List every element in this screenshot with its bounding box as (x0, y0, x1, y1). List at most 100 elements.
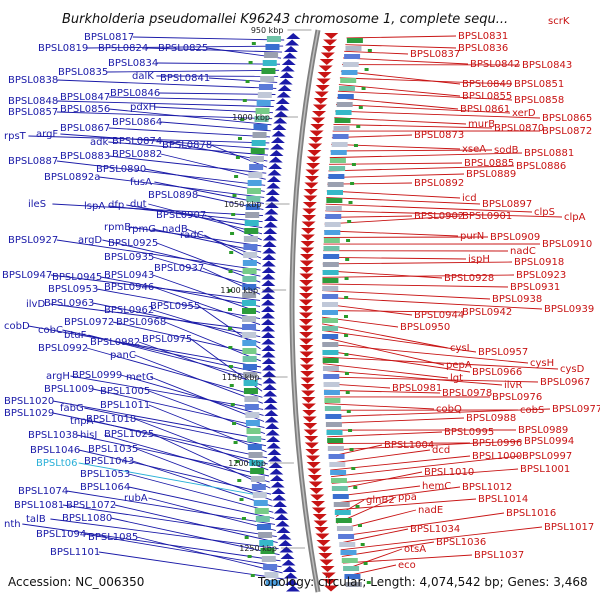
forward-gene-label: BPSL0947 (2, 270, 52, 281)
reverse-arrow (314, 527, 329, 533)
marker-left (234, 175, 239, 178)
reverse-gene-label: BPSL0944 (414, 310, 464, 321)
reverse-gene-label: icd (462, 193, 477, 204)
marker-left (242, 99, 247, 102)
reverse-gene-label: BPSL1010 (424, 467, 474, 478)
forward-leader-line (164, 321, 261, 362)
forward-arrow (261, 332, 276, 338)
feature-block-right (328, 454, 345, 459)
forward-gene-label: BPSL0841 (160, 73, 210, 84)
forward-leader-line (112, 321, 261, 356)
forward-gene-label: BPSL0972 (64, 317, 114, 328)
reverse-arrow (316, 78, 331, 85)
reverse-gene-label: BPSL0873 (414, 130, 464, 141)
reverse-arrow (312, 104, 327, 111)
reverse-gene-label: BPSL0967 (540, 377, 590, 388)
forward-arrow (261, 338, 276, 345)
feature-block-right (331, 142, 348, 147)
reverse-leader-line (328, 440, 523, 451)
reverse-arrow (321, 46, 336, 52)
reverse-gene-label: BPSL1034 (410, 524, 460, 535)
forward-leader-line (152, 274, 261, 313)
feature-block-left (245, 204, 260, 210)
forward-gene-label: BPSL0892a (44, 172, 100, 183)
forward-gene-label: BPSL1080 (62, 513, 112, 524)
reverse-gene-label: clpS (534, 207, 555, 218)
reverse-gene-label: BPSL0939 (544, 304, 594, 315)
feature-block-right (322, 326, 339, 331)
forward-leader-line (160, 140, 268, 162)
marker-right (346, 239, 351, 242)
reverse-gene-label: eco (398, 560, 416, 571)
forward-gene-label: BPSL0856 (60, 104, 110, 115)
reverse-leader-line (326, 417, 465, 424)
reverse-arrow (304, 176, 319, 182)
marker-left (228, 308, 233, 311)
reverse-arrow (302, 416, 317, 423)
reverse-leader-line (326, 190, 461, 199)
reverse-arrow (299, 260, 314, 267)
feature-block-left (252, 132, 267, 138)
feature-block-right (323, 374, 340, 379)
reverse-gene-label: BPSL0831 (458, 31, 508, 42)
marker-left (229, 251, 234, 254)
reverse-leader-line (322, 356, 559, 370)
feature-block-left (254, 508, 269, 514)
reverse-arrow (313, 520, 328, 527)
feature-block-left (242, 316, 257, 322)
forward-gene-label: BPSL0890 (96, 164, 146, 175)
forward-leader-line (152, 433, 271, 489)
forward-gene-label: BPSL1072 (66, 500, 116, 511)
forward-gene-label: dfp (108, 200, 124, 211)
forward-gene-label: fusA (130, 177, 152, 188)
feature-block-left (245, 212, 260, 218)
feature-block-left (242, 308, 257, 314)
forward-gene-label: BPSL0946 (104, 282, 154, 293)
forward-gene-label: BPSL0992 (38, 343, 88, 354)
forward-arrow (263, 390, 278, 397)
reverse-gene-label: ispH (468, 254, 490, 265)
forward-arrow (264, 416, 279, 423)
feature-block-right (339, 542, 356, 547)
forward-gene-label: BPSL0937 (154, 263, 204, 274)
marker-left (228, 365, 233, 368)
tick-label: 1250 kbp (239, 544, 277, 553)
feature-block-right (322, 262, 339, 267)
reverse-gene-label: dcd (432, 445, 450, 456)
reverse-gene-label: BPSL1012 (462, 482, 512, 493)
reverse-gene-label: BPSL0931 (510, 282, 560, 293)
reverse-gene-label: murB (468, 119, 495, 130)
marker-left (235, 460, 240, 463)
tick-label: 1000 kbp (232, 113, 270, 122)
reverse-arrow (300, 254, 315, 260)
reverse-arrow (301, 228, 316, 234)
feature-block-left (243, 244, 258, 250)
reverse-arrow (320, 566, 335, 572)
forward-leader-line (160, 153, 266, 180)
reverse-arrow (319, 59, 334, 65)
reverse-gene-label: BPSL0978 (442, 388, 492, 399)
marker-left (232, 194, 237, 197)
reverse-gene-label: BPSL0843 (522, 60, 572, 71)
forward-gene-label: BPSL0825 (158, 43, 208, 54)
forward-gene-label: ilvD (26, 299, 45, 310)
forward-arrow (261, 273, 276, 280)
reverse-gene-label: BPSL0886 (516, 161, 566, 172)
rna-leader-line (78, 462, 264, 497)
feature-block-right (323, 382, 340, 387)
reverse-arrow (304, 436, 319, 442)
forward-arrow (264, 410, 279, 416)
reverse-gene-label: BPSL1000 (472, 451, 522, 462)
marker-right (364, 68, 369, 71)
forward-leader-line (56, 111, 273, 120)
forward-arrow (262, 254, 277, 260)
feature-block-left (247, 180, 262, 186)
reverse-arrow (300, 234, 315, 241)
marker-right (356, 125, 361, 128)
marker-left (229, 384, 234, 387)
tick-label: 1150 kbp (222, 373, 260, 382)
marker-right (367, 49, 372, 52)
tick-label: 1050 kbp (224, 200, 262, 209)
forward-gene-label: cobD (4, 321, 30, 332)
